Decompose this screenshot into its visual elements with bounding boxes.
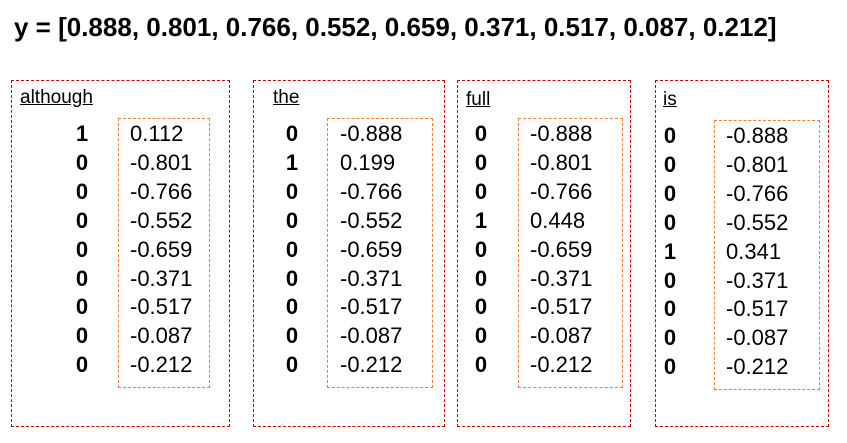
embedding-value: -0.801 bbox=[726, 151, 789, 177]
embedding-value: 0.448 bbox=[530, 207, 586, 233]
panel bbox=[655, 80, 829, 427]
onehot-digit: 0 bbox=[474, 236, 488, 262]
word-label: full bbox=[466, 89, 491, 110]
embedding-value: -0.371 bbox=[340, 265, 403, 291]
onehot-digit: 0 bbox=[663, 123, 677, 148]
embedding-value: -0.517 bbox=[530, 294, 593, 320]
title: y = [0.888, 0.801, 0.766, 0.552, 0.659, … bbox=[14, 12, 777, 42]
embedding-value: -0.087 bbox=[530, 323, 593, 349]
embedding-value: -0.517 bbox=[130, 294, 193, 320]
onehot-digit: 0 bbox=[474, 265, 488, 291]
word-label: the bbox=[273, 87, 300, 108]
onehot-digit: 0 bbox=[75, 352, 89, 378]
value-box bbox=[518, 118, 623, 388]
embedding-value: -0.888 bbox=[340, 121, 403, 146]
onehot-digit: 1 bbox=[75, 121, 89, 146]
onehot-digit: 0 bbox=[75, 236, 89, 262]
onehot-digit: 0 bbox=[285, 294, 299, 320]
embedding-value: -0.552 bbox=[340, 207, 403, 233]
onehot-digit: 0 bbox=[75, 323, 89, 349]
value-box bbox=[327, 118, 433, 388]
panel bbox=[253, 80, 445, 427]
onehot-digit: 0 bbox=[663, 209, 677, 235]
onehot-digit: 0 bbox=[285, 323, 299, 349]
embedding-value: -0.552 bbox=[130, 207, 193, 233]
panel bbox=[11, 80, 230, 427]
embedding-value: -0.212 bbox=[130, 352, 193, 378]
embedding-value: -0.801 bbox=[530, 149, 593, 175]
onehot-digit: 0 bbox=[75, 178, 89, 204]
embedding-value: -0.659 bbox=[340, 236, 403, 262]
onehot-digit: 0 bbox=[474, 121, 488, 146]
embedding-value: -0.659 bbox=[130, 236, 193, 262]
embedding-value: 0.341 bbox=[726, 238, 782, 264]
onehot-digit: 0 bbox=[474, 323, 488, 349]
embedding-value: -0.766 bbox=[530, 178, 593, 204]
onehot-digit: 1 bbox=[663, 238, 677, 264]
onehot-digit: 0 bbox=[474, 294, 488, 320]
word-label: is bbox=[663, 89, 677, 110]
value-box bbox=[714, 120, 820, 390]
embedding-value: -0.212 bbox=[726, 354, 789, 380]
onehot-digit: 0 bbox=[285, 352, 299, 378]
onehot-digit: 0 bbox=[663, 325, 677, 351]
onehot-digit: 0 bbox=[663, 296, 677, 322]
embedding-value: 0.199 bbox=[340, 149, 396, 175]
onehot-digit: 0 bbox=[75, 207, 89, 233]
embedding-value: -0.766 bbox=[726, 180, 789, 206]
embedding-value: -0.087 bbox=[726, 325, 789, 351]
onehot-digit: 1 bbox=[285, 149, 299, 175]
embedding-value: -0.659 bbox=[530, 236, 593, 262]
embedding-value: -0.371 bbox=[530, 265, 593, 291]
onehot-digit: 0 bbox=[285, 236, 299, 262]
embedding-value: -0.888 bbox=[530, 121, 593, 146]
onehot-digit: 0 bbox=[663, 267, 677, 293]
embedding-value: -0.212 bbox=[340, 352, 403, 378]
embedding-value: -0.212 bbox=[530, 352, 593, 378]
onehot-digit: 0 bbox=[285, 265, 299, 291]
onehot-digit: 0 bbox=[474, 352, 488, 378]
onehot-digit: 0 bbox=[285, 178, 299, 204]
embedding-value: -0.087 bbox=[130, 323, 193, 349]
embedding-value: -0.517 bbox=[340, 294, 403, 320]
embedding-value: -0.801 bbox=[130, 149, 193, 175]
onehot-digit: 0 bbox=[285, 207, 299, 233]
embedding-value: 0.112 bbox=[130, 121, 184, 146]
embedding-value: -0.766 bbox=[130, 178, 193, 204]
panel bbox=[457, 80, 631, 427]
onehot-digit: 0 bbox=[663, 354, 677, 380]
onehot-digit: 0 bbox=[75, 149, 89, 175]
embedding-value: -0.517 bbox=[726, 296, 789, 322]
onehot-digit: 1 bbox=[474, 207, 488, 233]
onehot-digit: 0 bbox=[75, 265, 89, 291]
embedding-value: -0.766 bbox=[340, 178, 403, 204]
embedding-value: -0.371 bbox=[130, 265, 193, 291]
onehot-digit: 0 bbox=[75, 294, 89, 320]
onehot-digit: 0 bbox=[663, 151, 677, 177]
value-box bbox=[118, 118, 210, 388]
onehot-digit: 0 bbox=[474, 149, 488, 175]
embedding-value: -0.087 bbox=[340, 323, 403, 349]
onehot-digit: 0 bbox=[285, 121, 299, 146]
onehot-digit: 0 bbox=[474, 178, 488, 204]
embedding-value: -0.371 bbox=[726, 267, 789, 293]
embedding-value: -0.552 bbox=[726, 209, 789, 235]
embedding-value: -0.888 bbox=[726, 123, 789, 148]
word-label: although bbox=[20, 87, 93, 108]
onehot-digit: 0 bbox=[663, 180, 677, 206]
